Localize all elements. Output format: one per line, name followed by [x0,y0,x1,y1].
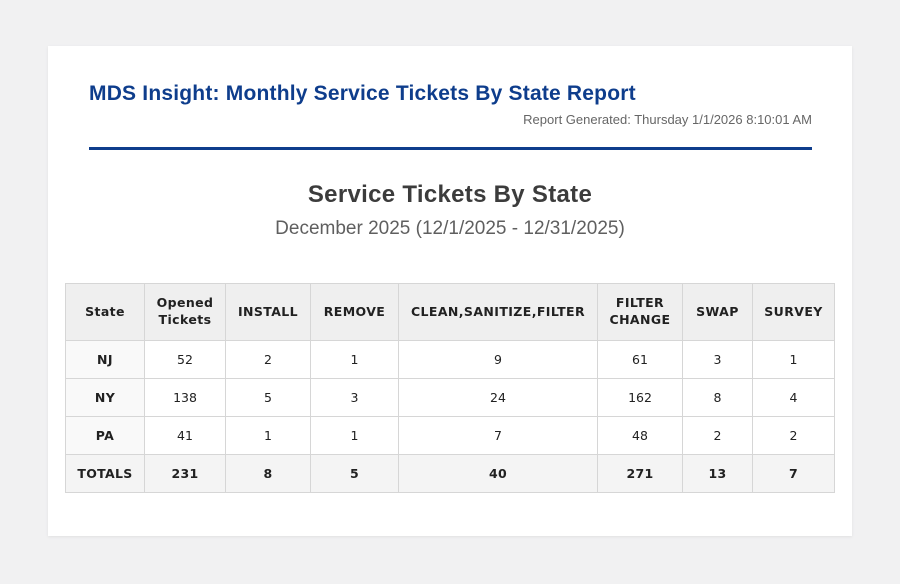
totals-cell: 40 [398,454,598,494]
table-row-pa: PA 41 1 1 7 48 2 2 [65,416,835,456]
table-cell: 2 [752,416,835,456]
column-header-filter-change: FILTER CHANGE [597,283,683,342]
totals-cell: 13 [682,454,753,494]
table-cell: 52 [144,340,226,380]
column-header-remove: REMOVE [310,283,399,342]
totals-row: TOTALS 231 8 5 40 271 13 7 [65,454,835,494]
state-cell: NY [65,378,145,418]
column-header-clean-sanitize-filter: CLEAN,SANITIZE,FILTER [398,283,598,342]
report-header: MDS Insight: Monthly Service Tickets By … [48,46,852,151]
report-title: MDS Insight: Monthly Service Tickets By … [89,82,636,105]
table-cell: 61 [597,340,683,380]
totals-label-cell: TOTALS [65,454,145,494]
state-cell: PA [65,416,145,456]
table-cell: 1 [225,416,311,456]
column-header-opened-tickets: Opened Tickets [144,283,226,342]
table-cell: 5 [225,378,311,418]
table-row-nj: NJ 52 2 1 9 61 3 1 [65,340,835,380]
totals-cell: 271 [597,454,683,494]
totals-cell: 231 [144,454,226,494]
table-cell: 3 [310,378,399,418]
table-cell: 2 [682,416,753,456]
report-generated-timestamp: Report Generated: Thursday 1/1/2026 8:10… [523,112,812,128]
title-divider [89,147,812,151]
table-row-ny: NY 138 5 3 24 162 8 4 [65,378,835,418]
state-cell: NJ [65,340,145,380]
service-tickets-table: State Opened Tickets INSTALL REMOVE CLEA… [65,283,835,494]
table-cell: 41 [144,416,226,456]
table-cell: 138 [144,378,226,418]
table-cell: 162 [597,378,683,418]
table-header-row: State Opened Tickets INSTALL REMOVE CLEA… [65,283,835,342]
table-cell: 9 [398,340,598,380]
column-header-swap: SWAP [682,283,753,342]
totals-cell: 5 [310,454,399,494]
table-cell: 24 [398,378,598,418]
table-cell: 4 [752,378,835,418]
totals-cell: 8 [225,454,311,494]
table-cell: 1 [752,340,835,380]
table-cell: 3 [682,340,753,380]
table-cell: 2 [225,340,311,380]
column-header-install: INSTALL [225,283,311,342]
date-range-subtitle: December 2025 (12/1/2025 - 12/31/2025) [275,218,625,240]
report-card: MDS Insight: Monthly Service Tickets By … [48,46,852,536]
totals-cell: 7 [752,454,835,494]
table-cell: 8 [682,378,753,418]
table-cell: 1 [310,416,399,456]
table-cell: 1 [310,340,399,380]
table-cell: 48 [597,416,683,456]
column-header-survey: SURVEY [752,283,835,342]
table-cell: 7 [398,416,598,456]
section-heading: Service Tickets By State [307,181,593,209]
column-header-state: State [65,283,145,342]
